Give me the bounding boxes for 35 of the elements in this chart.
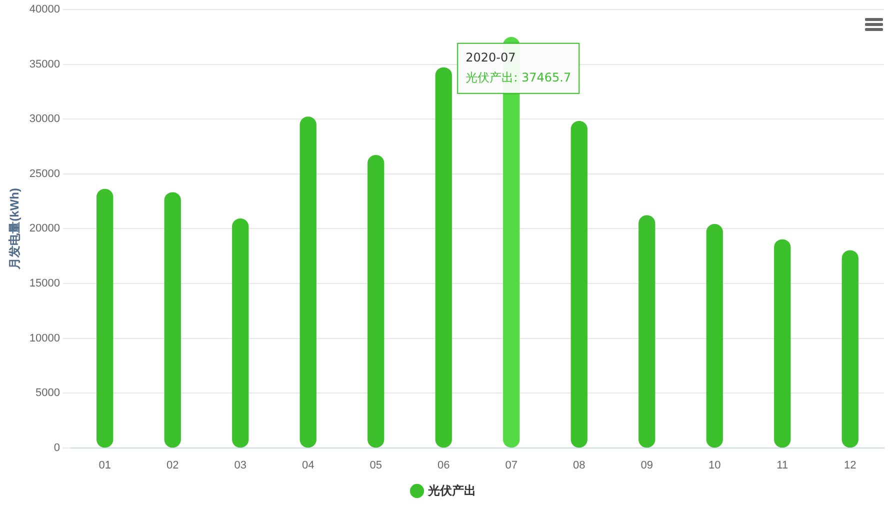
bar: [842, 250, 858, 448]
y-tick-label: 30000: [29, 113, 60, 126]
bar: [638, 215, 656, 448]
legend-label: 光伏产出: [427, 483, 476, 498]
bar: [774, 239, 791, 448]
x-tick-label: 05: [370, 459, 382, 472]
x-tick-label: 01: [98, 459, 111, 472]
bar: [96, 188, 114, 448]
y-tick-label: 40000: [29, 4, 60, 16]
x-tick-label: 03: [234, 459, 246, 472]
bar: [368, 154, 384, 448]
annotation: 2020-07 光伏产出: 37465.7: [466, 50, 572, 84]
bar: [706, 224, 723, 448]
bar: [164, 192, 181, 448]
y-tick-label: 35000: [29, 58, 60, 70]
bar: [232, 218, 249, 448]
y-tick-label: 15000: [29, 278, 60, 290]
bar: [435, 67, 452, 448]
x-tick-label: 04: [302, 459, 314, 472]
y-tick-label: 20000: [29, 222, 60, 235]
y-tick-label: 5000: [36, 387, 60, 400]
y-tick-label: 0: [54, 442, 60, 454]
bar: [570, 121, 588, 448]
x-tick-label: 07: [505, 459, 518, 472]
x-tick-label: 02: [166, 459, 179, 472]
x-tick-label: 10: [708, 459, 721, 472]
bar: [300, 116, 316, 448]
y-tick-label: 10000: [29, 332, 60, 344]
x-tick-label: 12: [844, 459, 856, 472]
x-tick-label: 11: [776, 459, 788, 472]
y-tick-label: 25000: [29, 168, 60, 180]
x-tick-label: 09: [640, 459, 653, 472]
y-axis-title: 月发电量(kWh): [8, 188, 22, 270]
x-tick-label: 08: [572, 459, 586, 472]
x-tick-label: 06: [437, 459, 450, 472]
